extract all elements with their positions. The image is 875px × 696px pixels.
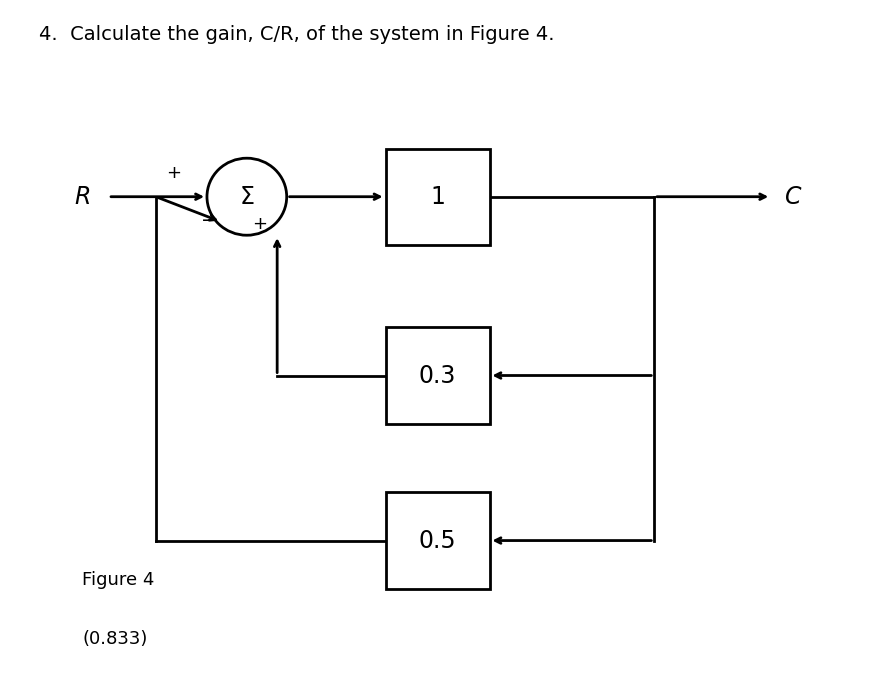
Bar (386, 148, 489, 245)
Text: 0.5: 0.5 (419, 528, 457, 553)
Bar (386, 327, 489, 424)
Text: −: − (201, 212, 218, 230)
Text: 1: 1 (430, 184, 445, 209)
Text: C: C (785, 184, 802, 209)
Text: Figure 4: Figure 4 (82, 571, 155, 590)
Bar (386, 492, 489, 589)
Text: +: + (252, 215, 268, 233)
Text: (0.833): (0.833) (82, 630, 148, 648)
Text: 0.3: 0.3 (419, 363, 456, 388)
Text: $\Sigma$: $\Sigma$ (239, 184, 255, 209)
Text: 4.  Calculate the gain, C/R, of the system in Figure 4.: 4. Calculate the gain, C/R, of the syste… (38, 25, 555, 44)
Text: +: + (165, 164, 180, 182)
Ellipse shape (207, 158, 287, 235)
Text: R: R (74, 184, 90, 209)
